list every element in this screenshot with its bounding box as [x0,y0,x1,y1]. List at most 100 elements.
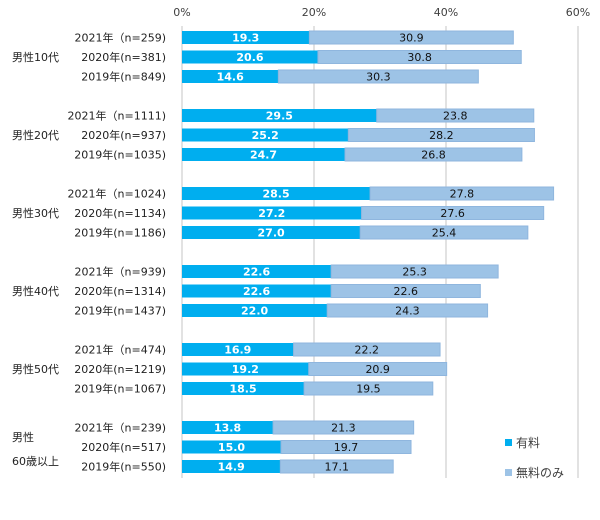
data-label-paid: 22.6 [243,285,270,298]
data-label-free: 23.8 [443,110,468,123]
bar-paid [182,187,371,200]
bar-paid [182,382,305,395]
bar-free [293,342,441,357]
data-label-free: 19.5 [356,383,381,396]
data-label-free: 22.6 [393,285,418,298]
gridlines [181,26,579,478]
row-label: 2021年（n=259) [75,31,166,45]
data-label-free: 27.6 [440,207,465,220]
bar-paid [182,284,332,298]
bars: 19.3 30.9 20.6 30.8 14.6 30.3 29.5 23.8 25.2 28.2… [182,30,555,474]
x-axis-ticks: 0% 20% 40% 60% [173,6,590,19]
group-label: 60歳以上 [12,455,59,468]
data-label-free: 30.8 [407,51,432,64]
data-label-paid: 22.6 [243,266,270,279]
row-label: 2019年(n=1035) [74,148,166,162]
bar-paid [182,50,318,64]
bar-paid [182,440,281,454]
bar-free [277,69,479,84]
row-label: 2020年(n=517) [81,440,166,454]
group-label: 男性10代 [12,50,59,64]
data-label-free: 30.3 [366,71,391,84]
data-label-paid: 28.5 [262,188,289,201]
data-label-paid: 22.0 [241,305,268,318]
bar-free [279,459,394,474]
data-label-free: 25.3 [402,266,427,279]
bar-free [330,284,481,298]
data-label-free: 21.3 [331,422,356,435]
row-label: 2021年（n=1111) [68,109,166,123]
bar-free [308,30,514,45]
data-label-paid: 14.9 [218,461,245,474]
group-label: 男性 [12,430,34,444]
x-tick-label: 20% [302,6,326,19]
row-label: 2019年(n=849) [81,70,166,84]
bar-free [344,147,523,162]
group-label: 男性20代 [12,128,59,142]
row-label: 2021年（n=1024) [68,187,166,201]
row-label: 2020年(n=381) [81,50,166,64]
data-label-paid: 15.0 [218,441,245,454]
row-label: 2020年(n=1314) [74,284,166,298]
data-label-paid: 16.9 [224,344,251,357]
data-label-free: 17.1 [325,461,350,474]
row-label: 2019年(n=1186) [74,226,166,240]
data-label-paid: 27.2 [258,207,285,220]
data-label-paid: 19.3 [232,32,259,45]
data-label-paid: 27.0 [258,227,285,240]
group-label: 男性50代 [12,362,59,376]
row-label: 2019年(n=1067) [74,382,166,396]
data-label-free: 24.3 [395,305,420,318]
row-label: 2020年(n=937) [81,128,166,142]
bar-paid [182,421,274,434]
bar-free [359,225,529,240]
bar-paid [182,128,349,142]
bar-free [317,50,522,64]
bar-paid [182,148,346,161]
bar-free [376,108,535,123]
row-label: 2021年（n=939) [75,265,166,279]
data-label-free: 30.9 [399,32,424,45]
bar-paid [182,460,281,473]
data-label-free: 26.8 [421,149,446,162]
data-label-paid: 13.8 [214,422,241,435]
bar-paid [182,206,362,220]
row-label: 2019年(n=550) [81,460,166,474]
category-labels: 男性10代 2021年（n=259) 2020年(n=381) 2019年(n=849… [12,31,166,474]
data-label-paid: 25.2 [252,129,279,142]
data-label-paid: 14.6 [217,71,244,84]
row-label: 2019年(n=1437) [74,304,166,318]
group-label: 男性30代 [12,206,59,220]
x-tick-label: 0% [173,6,190,19]
bar-free [308,362,448,376]
bar-paid [182,31,310,44]
data-label-free: 20.9 [365,363,390,376]
data-label-paid: 19.2 [232,363,259,376]
data-label-paid: 29.5 [266,110,293,123]
legend-label-free: 無料のみ [516,465,564,480]
bar-paid [182,362,309,376]
data-label-free: 28.2 [429,129,454,142]
data-label-free: 19.7 [334,441,359,454]
bar-free [369,186,555,201]
bar-free [272,420,415,435]
x-tick-label: 60% [566,6,590,19]
bar-free [303,381,434,396]
bar-paid [182,265,332,278]
data-label-paid: 18.5 [229,383,256,396]
data-label-paid: 20.6 [236,51,263,64]
bar-paid [182,70,279,83]
bar-paid [182,226,361,239]
row-label: 2021年（n=239) [75,421,166,435]
bar-free [361,206,545,220]
bar-paid [182,343,294,356]
data-label-free: 27.8 [450,188,475,201]
row-label: 2021年（n=474) [75,343,166,357]
bar-free [347,128,535,142]
data-label-free: 22.2 [355,344,380,357]
x-tick-label: 40% [434,6,458,19]
legend-label-paid: 有料 [516,436,540,450]
bar-paid [182,304,328,317]
